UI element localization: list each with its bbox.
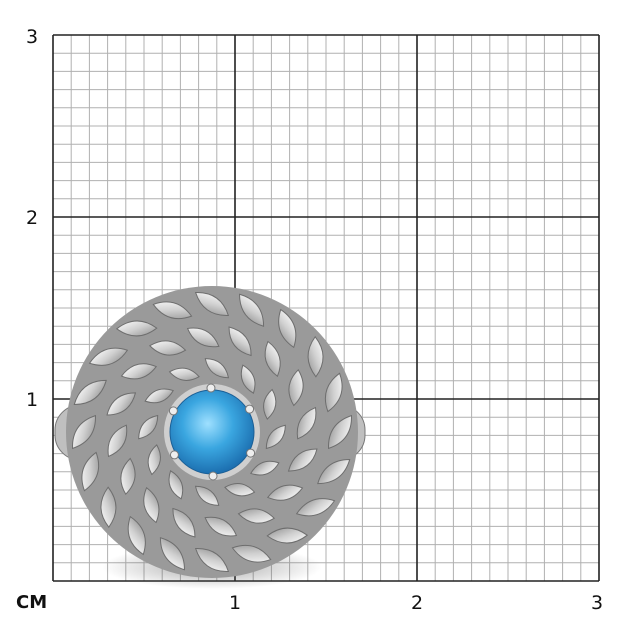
marquise-diamond — [266, 527, 309, 544]
marquise-diamond — [152, 301, 193, 320]
marquise-diamond — [159, 537, 185, 571]
marquise-diamond — [72, 414, 96, 450]
marquise-diamond — [172, 507, 196, 538]
marquise-diamond — [149, 340, 187, 356]
marquise-diamond — [120, 457, 136, 495]
marquise-diamond — [264, 340, 281, 378]
prong — [246, 448, 256, 458]
marquise-diamond — [278, 308, 297, 349]
marquise-diamond — [231, 544, 272, 563]
y-tick-3: 3 — [26, 26, 39, 48]
x-tick-2: 2 — [411, 592, 424, 614]
x-tick-1: 1 — [229, 592, 242, 614]
marquise-diamond — [237, 508, 275, 524]
ring-image — [54, 286, 366, 589]
marquise-diamond — [240, 364, 256, 394]
marquise-diamond — [307, 335, 324, 378]
marquise-diamond — [81, 451, 100, 492]
marquise-diamond — [296, 406, 317, 440]
y-tick-1: 1 — [26, 389, 39, 411]
marquise-diamond — [127, 515, 146, 556]
blue-center-stone — [169, 389, 255, 475]
marquise-diamond — [194, 548, 230, 572]
marquise-diamond — [168, 367, 200, 381]
marquise-diamond — [228, 326, 252, 357]
marquise-diamond — [168, 470, 184, 500]
unit-label: CM — [16, 592, 48, 613]
marquise-diamond — [317, 459, 351, 485]
prong — [206, 383, 216, 393]
marquise-diamond — [73, 379, 107, 405]
marquise-diamond — [204, 358, 230, 379]
x-tick-3: 3 — [591, 592, 604, 614]
marquise-diamond — [194, 485, 220, 506]
marquise-diamond — [115, 320, 158, 337]
prong — [245, 404, 255, 414]
marquise-diamond — [186, 327, 220, 348]
marquise-diamond — [324, 372, 343, 413]
prong — [169, 450, 179, 460]
marquise-diamond — [224, 483, 256, 497]
marquise-diamond — [100, 486, 117, 529]
marquise-diamond — [147, 444, 161, 476]
marquise-diamond — [239, 293, 265, 327]
prong — [208, 471, 218, 481]
marquise-diamond — [263, 388, 277, 420]
marquise-diamond — [204, 516, 238, 537]
marquise-diamond — [265, 424, 286, 450]
prong — [168, 406, 178, 416]
y-tick-2: 2 — [26, 207, 39, 229]
marquise-diamond — [288, 369, 304, 407]
marquise-diamond — [120, 363, 158, 380]
marquise-diamond — [144, 388, 174, 404]
marquise-diamond — [143, 486, 160, 524]
marquise-diamond — [107, 424, 128, 458]
marquise-diamond — [138, 414, 159, 440]
marquise-diamond — [328, 414, 352, 450]
marquise-diamond — [194, 292, 230, 316]
marquise-diamond — [287, 448, 318, 472]
marquise-diamond — [266, 484, 304, 501]
marquise-diamond — [250, 460, 280, 476]
marquise-diamond — [106, 392, 137, 416]
marquise-diamond — [295, 498, 336, 517]
marquise-diamond — [88, 347, 129, 366]
